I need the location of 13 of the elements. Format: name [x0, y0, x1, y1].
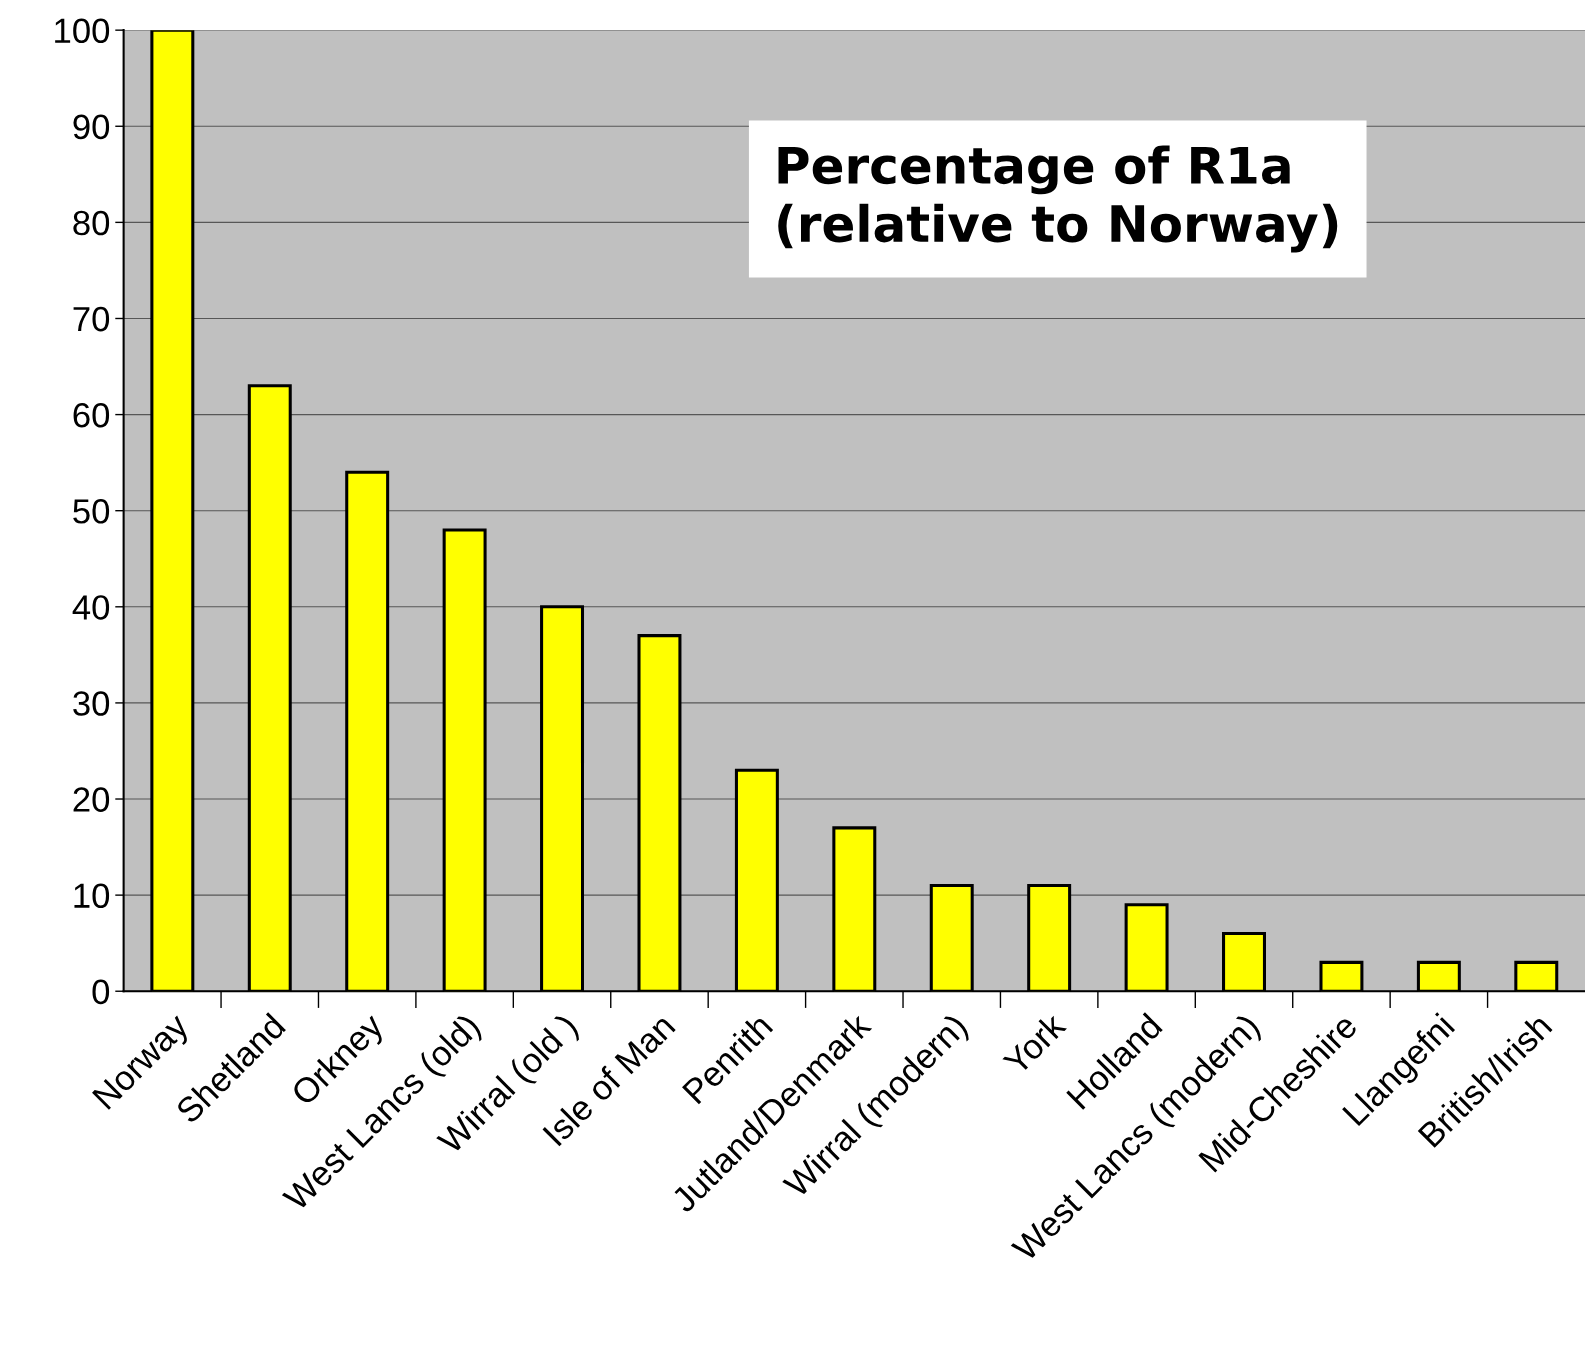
y-tick-label: 0 — [92, 979, 110, 1005]
y-tick-label: 40 — [72, 595, 110, 620]
y-tick-label: 50 — [73, 499, 110, 524]
y-tick-label: 10 — [74, 883, 110, 909]
y-tick-label: 20 — [73, 787, 110, 812]
y-tick-label: 80 — [73, 210, 110, 236]
y-tick-label: 100 — [55, 18, 110, 44]
x-tick-label: York — [1001, 1010, 1068, 1077]
y-tick-label: 60 — [73, 402, 110, 428]
y-tick-label: 70 — [73, 306, 110, 332]
y-tick-label: 30 — [73, 691, 110, 716]
y-tick-label: 90 — [73, 114, 110, 140]
text: Percentage of R1a (relative to Norway) — [778, 145, 1338, 253]
